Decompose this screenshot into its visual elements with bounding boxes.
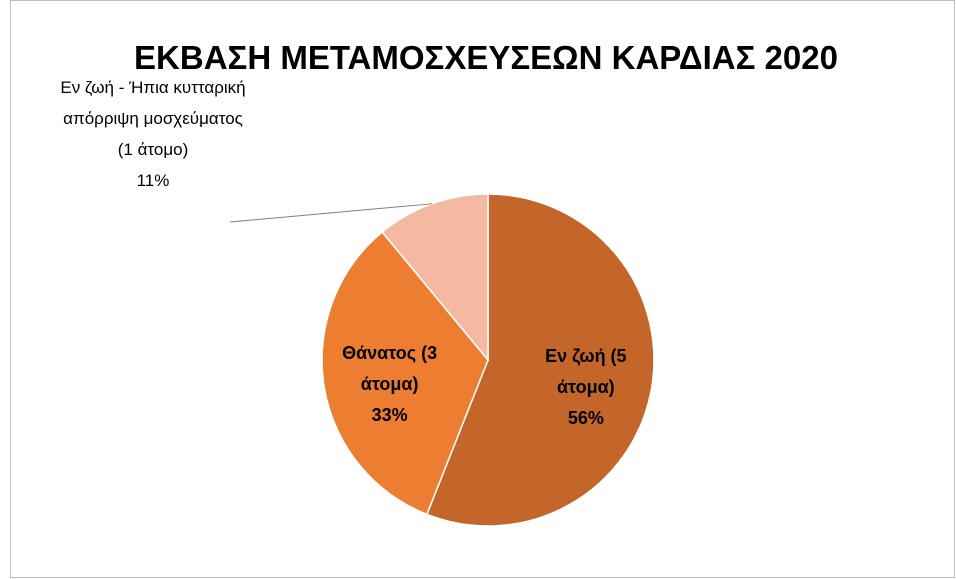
data-label: Εν ζωή - Ήπια κυτταρική απόρριψη μοσχεύμ…: [58, 72, 248, 196]
slice-label: Θάνατος (3 άτομα): [342, 342, 438, 394]
value-label: 56%: [567, 407, 604, 428]
value-label: 33%: [371, 404, 408, 425]
data-label: Θάνατος (3 άτομα) 33%: [325, 338, 455, 431]
slice-label: Εν ζωή (5 άτομα): [545, 345, 627, 397]
data-label: Εν ζωή (5 άτομα) 56%: [521, 341, 651, 434]
leader-line: [229, 203, 432, 223]
chart-border: [10, 0, 955, 578]
slice-label: Εν ζωή - Ήπια κυτταρική απόρριψη μοσχεύμ…: [60, 78, 246, 159]
pie-slice: [321, 231, 489, 516]
value-label: 11%: [136, 171, 170, 190]
pie-slice: [425, 193, 655, 527]
chart-title: ΕΚΒΑΣΗ ΜΕΤΑΜΟΣΧΕΥΣΕΩΝ ΚΑΡΔΙΑΣ 2020: [134, 39, 838, 76]
pie-slice: [381, 193, 489, 363]
